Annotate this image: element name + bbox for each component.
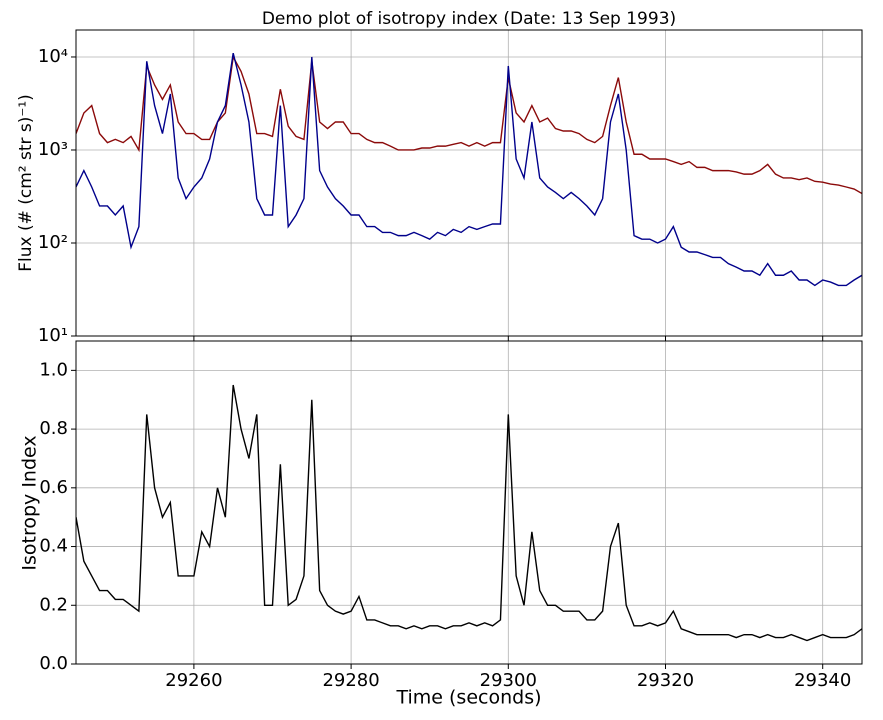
x-tick-label: 29260 <box>165 670 222 691</box>
y-tick-label: 0.0 <box>39 653 68 674</box>
data-line <box>76 52 862 287</box>
y-tick-label: 10¹ <box>38 325 68 346</box>
data-line <box>76 54 862 195</box>
chart-title: Demo plot of isotropy index (Date: 13 Se… <box>262 9 676 29</box>
axes-frame <box>75 340 863 665</box>
y-axis-label: Isotropy Index <box>19 435 41 570</box>
axes-frame <box>75 29 863 337</box>
y-tick-label: 10² <box>38 232 68 253</box>
data-line <box>76 384 862 642</box>
y-tick-label: 0.2 <box>39 594 68 615</box>
plot-area <box>76 384 862 642</box>
x-tick-label: 29320 <box>637 670 694 691</box>
y-tick-label: 10³ <box>38 139 68 160</box>
y-tick-label: 0.6 <box>39 477 68 498</box>
y-tick-label: 0.8 <box>39 418 68 439</box>
y-tick-label: 1.0 <box>39 359 68 380</box>
y-tick-label: 0.4 <box>39 536 68 557</box>
x-axis-label: Time (seconds) <box>395 687 541 709</box>
x-tick-label: 29340 <box>794 670 851 691</box>
x-tick-label: 29300 <box>480 670 537 691</box>
y-tick-label: 10⁴ <box>38 46 68 67</box>
x-tick-label: 29280 <box>322 670 379 691</box>
y-axis-label: Flux (# (cm² str s)⁻¹) <box>16 94 36 272</box>
plot-area <box>76 52 862 287</box>
